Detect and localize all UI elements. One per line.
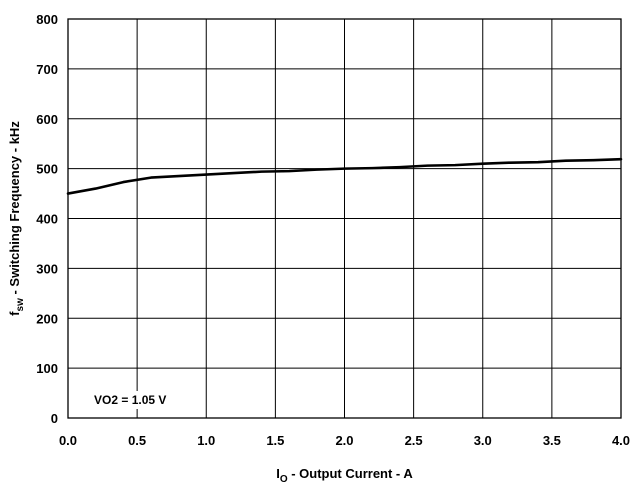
y-axis-subscript: sw [15, 298, 26, 312]
y-axis-symbol: f [7, 311, 22, 316]
series-layer [66, 157, 623, 195]
x-tick-label: 2.5 [405, 433, 423, 448]
y-tick-label: 800 [36, 12, 58, 27]
y-axis-title: fsw - Switching Frequency - kHz [7, 121, 26, 316]
y-tick-label: 600 [36, 112, 58, 127]
x-tick-label: 2.0 [335, 433, 353, 448]
y-tick-label: 100 [36, 361, 58, 376]
annotation-group: VO2 = 1.05 V [90, 391, 171, 409]
x-axis-title: IO - Output Current - A [276, 466, 413, 485]
y-tick-label: 200 [36, 311, 58, 326]
grid [68, 19, 621, 418]
y-axis-label-text: - Switching Frequency - kHz [7, 121, 22, 298]
series-line [66, 157, 623, 195]
y-tick-label: 300 [36, 261, 58, 276]
x-tick-label: 0.5 [128, 433, 146, 448]
x-tick-label: 1.5 [266, 433, 284, 448]
x-tick-label: 3.5 [543, 433, 561, 448]
x-tick-label: 3.0 [474, 433, 492, 448]
annotation: VO2 = 1.05 V [94, 393, 166, 407]
x-axis-label-text: - Output Current - A [288, 466, 414, 481]
plot-border [67, 18, 622, 419]
y-tick-labels: 0 100 200 300 400 500 600 700 800 [36, 12, 58, 426]
x-axis-symbol: I [276, 466, 280, 481]
y-tick-label: 400 [36, 212, 58, 227]
x-tick-label: 1.0 [197, 433, 215, 448]
plot-frame [67, 18, 622, 419]
x-tick-label: 0.0 [59, 433, 77, 448]
y-tick-label: 700 [36, 62, 58, 77]
x-tick-label: 4.0 [612, 433, 630, 448]
y-tick-label: 0 [51, 411, 58, 426]
x-axis-subscript: O [280, 474, 288, 485]
x-tick-labels: 0.0 0.5 1.0 1.5 2.0 2.5 3.0 3.5 4.0 [59, 433, 630, 448]
annotation-background [90, 391, 171, 409]
y-tick-label: 500 [36, 162, 58, 177]
